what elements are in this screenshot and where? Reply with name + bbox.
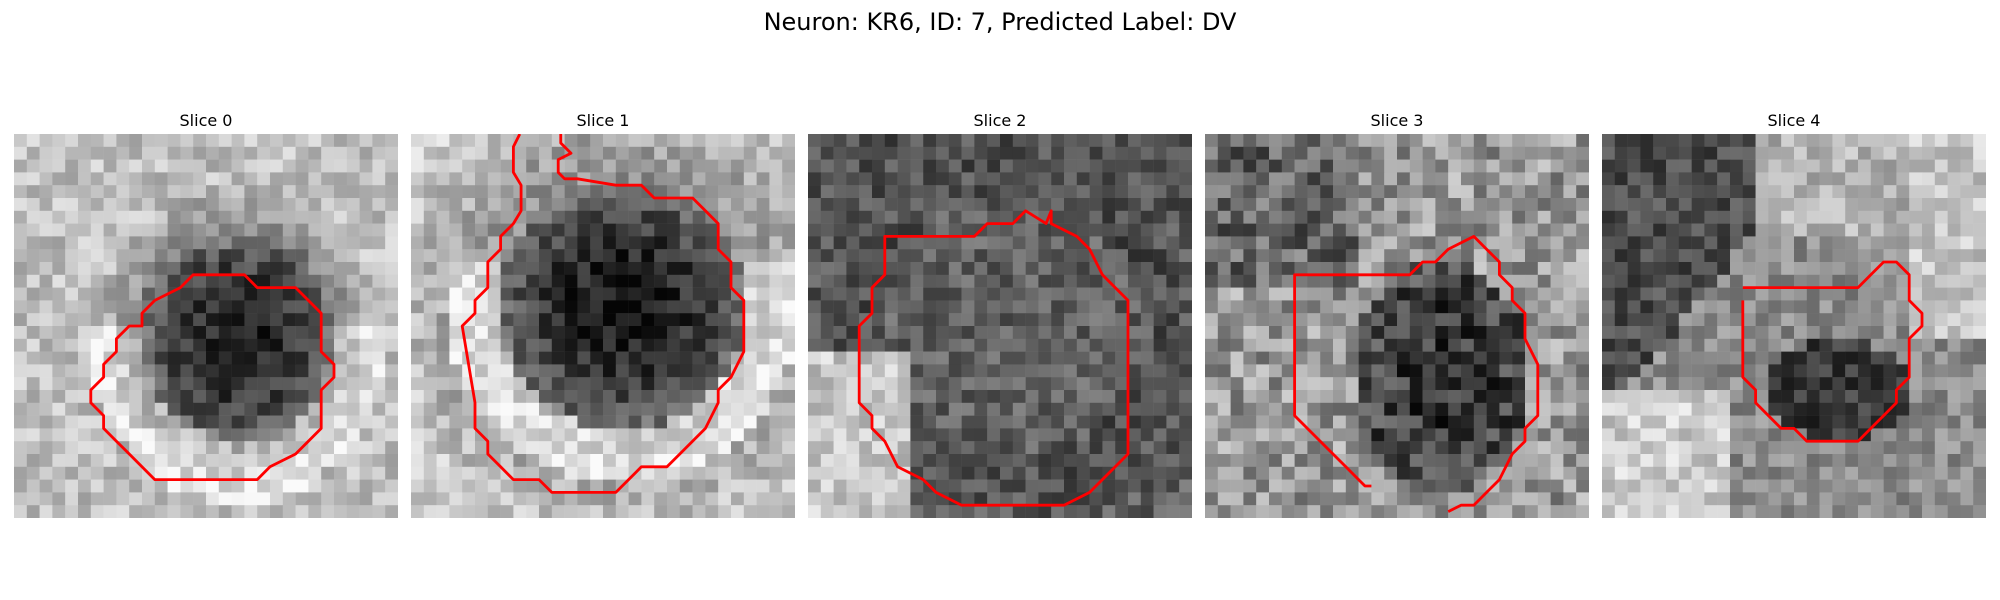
- figure-title: Neuron: KR6, ID: 7, Predicted Label: DV: [763, 8, 1237, 36]
- segmentation-contour: [1293, 234, 1540, 513]
- slice-panel-2: Slice 2: [808, 110, 1192, 518]
- slice-title: Slice 0: [179, 111, 233, 130]
- slice-title: Slice 2: [973, 111, 1027, 130]
- slice-image: [14, 134, 398, 518]
- pixel-grid: [14, 134, 398, 518]
- segmentation-contour: [857, 209, 1130, 507]
- slice-panel-0: Slice 0: [14, 110, 398, 518]
- slice-title: Slice 3: [1370, 111, 1424, 130]
- pixel-grid: [411, 134, 795, 518]
- segmentation-contour: [89, 273, 336, 482]
- segmentation-contour: [460, 134, 746, 494]
- segmentation-contour: [1293, 300, 1372, 488]
- slice-panel-4: Slice 4: [1602, 110, 1986, 518]
- segmentation-contour: [1741, 260, 1924, 443]
- slice-image: [1602, 134, 1986, 518]
- pixel-grid: [1602, 134, 1986, 518]
- slice-title: Slice 1: [576, 111, 630, 130]
- slice-panel-3: Slice 3: [1205, 110, 1589, 518]
- pixel-grid: [1205, 134, 1589, 518]
- slice-image: [808, 134, 1192, 518]
- slice-title: Slice 4: [1767, 111, 1821, 130]
- pixel-grid: [808, 134, 1192, 518]
- slice-image: [1205, 134, 1589, 518]
- slice-panel-1: Slice 1: [411, 110, 795, 518]
- slice-image: [411, 134, 795, 518]
